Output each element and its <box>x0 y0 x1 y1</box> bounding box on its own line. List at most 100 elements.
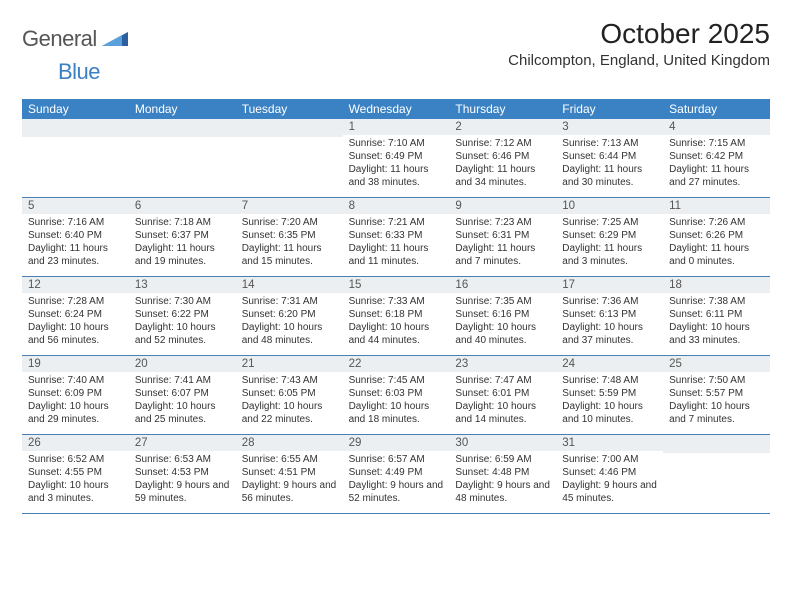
cell-body: Sunrise: 7:16 AMSunset: 6:40 PMDaylight:… <box>22 214 129 272</box>
cell-body: Sunrise: 7:38 AMSunset: 6:11 PMDaylight:… <box>663 293 770 351</box>
sunset-text: Sunset: 6:44 PM <box>562 150 657 163</box>
sunrise-text: Sunrise: 6:53 AM <box>135 453 230 466</box>
sunset-text: Sunset: 6:29 PM <box>562 229 657 242</box>
daylight-text: Daylight: 11 hours and 19 minutes. <box>135 242 230 268</box>
daylight-text: Daylight: 10 hours and 37 minutes. <box>562 321 657 347</box>
day-header-wed: Wednesday <box>343 99 450 119</box>
calendar-cell: 6Sunrise: 7:18 AMSunset: 6:37 PMDaylight… <box>129 198 236 276</box>
daylight-text: Daylight: 10 hours and 48 minutes. <box>242 321 337 347</box>
weeks-container: 1Sunrise: 7:10 AMSunset: 6:49 PMDaylight… <box>22 119 770 514</box>
cell-body: Sunrise: 7:28 AMSunset: 6:24 PMDaylight:… <box>22 293 129 351</box>
sunset-text: Sunset: 6:22 PM <box>135 308 230 321</box>
sunset-text: Sunset: 6:09 PM <box>28 387 123 400</box>
cell-body: Sunrise: 7:36 AMSunset: 6:13 PMDaylight:… <box>556 293 663 351</box>
cell-body: Sunrise: 6:53 AMSunset: 4:53 PMDaylight:… <box>129 451 236 509</box>
day-number: 23 <box>449 356 556 372</box>
daylight-text: Daylight: 10 hours and 44 minutes. <box>349 321 444 347</box>
sunset-text: Sunset: 6:26 PM <box>669 229 764 242</box>
sunset-text: Sunset: 6:13 PM <box>562 308 657 321</box>
cell-body: Sunrise: 7:45 AMSunset: 6:03 PMDaylight:… <box>343 372 450 430</box>
cell-body: Sunrise: 7:12 AMSunset: 6:46 PMDaylight:… <box>449 135 556 193</box>
day-number: 29 <box>343 435 450 451</box>
day-number: 12 <box>22 277 129 293</box>
sunrise-text: Sunrise: 7:35 AM <box>455 295 550 308</box>
daylight-text: Daylight: 10 hours and 10 minutes. <box>562 400 657 426</box>
sunrise-text: Sunrise: 6:52 AM <box>28 453 123 466</box>
sunrise-text: Sunrise: 7:36 AM <box>562 295 657 308</box>
week-row: 5Sunrise: 7:16 AMSunset: 6:40 PMDaylight… <box>22 198 770 277</box>
day-number: 28 <box>236 435 343 451</box>
sunrise-text: Sunrise: 7:12 AM <box>455 137 550 150</box>
day-number: 4 <box>663 119 770 135</box>
day-number: 30 <box>449 435 556 451</box>
day-number: 14 <box>236 277 343 293</box>
week-row: 19Sunrise: 7:40 AMSunset: 6:09 PMDayligh… <box>22 356 770 435</box>
cell-body: Sunrise: 7:13 AMSunset: 6:44 PMDaylight:… <box>556 135 663 193</box>
day-number: 6 <box>129 198 236 214</box>
cell-body: Sunrise: 6:55 AMSunset: 4:51 PMDaylight:… <box>236 451 343 509</box>
calendar-cell: 17Sunrise: 7:36 AMSunset: 6:13 PMDayligh… <box>556 277 663 355</box>
sunrise-text: Sunrise: 7:20 AM <box>242 216 337 229</box>
week-row: 12Sunrise: 7:28 AMSunset: 6:24 PMDayligh… <box>22 277 770 356</box>
day-number: 21 <box>236 356 343 372</box>
daylight-text: Daylight: 9 hours and 59 minutes. <box>135 479 230 505</box>
calendar-cell: 27Sunrise: 6:53 AMSunset: 4:53 PMDayligh… <box>129 435 236 513</box>
page: General October 2025 Chilcompton, Englan… <box>0 0 792 532</box>
day-number: 20 <box>129 356 236 372</box>
day-number: 1 <box>343 119 450 135</box>
daylight-text: Daylight: 11 hours and 27 minutes. <box>669 163 764 189</box>
daylight-text: Daylight: 11 hours and 11 minutes. <box>349 242 444 268</box>
sunrise-text: Sunrise: 6:55 AM <box>242 453 337 466</box>
sunrise-text: Sunrise: 7:48 AM <box>562 374 657 387</box>
sunset-text: Sunset: 4:46 PM <box>562 466 657 479</box>
sunset-text: Sunset: 6:46 PM <box>455 150 550 163</box>
daylight-text: Daylight: 9 hours and 52 minutes. <box>349 479 444 505</box>
day-number: 8 <box>343 198 450 214</box>
cell-body: Sunrise: 7:48 AMSunset: 5:59 PMDaylight:… <box>556 372 663 430</box>
title-block: October 2025 Chilcompton, England, Unite… <box>508 18 770 69</box>
calendar-cell: 13Sunrise: 7:30 AMSunset: 6:22 PMDayligh… <box>129 277 236 355</box>
sunrise-text: Sunrise: 7:45 AM <box>349 374 444 387</box>
sunrise-text: Sunrise: 7:13 AM <box>562 137 657 150</box>
sunrise-text: Sunrise: 7:21 AM <box>349 216 444 229</box>
calendar-cell: 16Sunrise: 7:35 AMSunset: 6:16 PMDayligh… <box>449 277 556 355</box>
day-number <box>663 435 770 453</box>
day-number <box>129 119 236 137</box>
cell-body: Sunrise: 7:26 AMSunset: 6:26 PMDaylight:… <box>663 214 770 272</box>
cell-body: Sunrise: 7:47 AMSunset: 6:01 PMDaylight:… <box>449 372 556 430</box>
sunset-text: Sunset: 6:49 PM <box>349 150 444 163</box>
sunrise-text: Sunrise: 7:40 AM <box>28 374 123 387</box>
calendar-cell: 15Sunrise: 7:33 AMSunset: 6:18 PMDayligh… <box>343 277 450 355</box>
day-header-sat: Saturday <box>663 99 770 119</box>
cell-body: Sunrise: 7:00 AMSunset: 4:46 PMDaylight:… <box>556 451 663 509</box>
daylight-text: Daylight: 10 hours and 7 minutes. <box>669 400 764 426</box>
sunset-text: Sunset: 6:20 PM <box>242 308 337 321</box>
day-header-sun: Sunday <box>22 99 129 119</box>
calendar-cell: 23Sunrise: 7:47 AMSunset: 6:01 PMDayligh… <box>449 356 556 434</box>
daylight-text: Daylight: 10 hours and 29 minutes. <box>28 400 123 426</box>
calendar-cell: 10Sunrise: 7:25 AMSunset: 6:29 PMDayligh… <box>556 198 663 276</box>
sunrise-text: Sunrise: 7:26 AM <box>669 216 764 229</box>
sunset-text: Sunset: 5:57 PM <box>669 387 764 400</box>
day-number: 22 <box>343 356 450 372</box>
sunrise-text: Sunrise: 7:43 AM <box>242 374 337 387</box>
cell-body: Sunrise: 7:41 AMSunset: 6:07 PMDaylight:… <box>129 372 236 430</box>
cell-body: Sunrise: 7:31 AMSunset: 6:20 PMDaylight:… <box>236 293 343 351</box>
cell-body: Sunrise: 7:23 AMSunset: 6:31 PMDaylight:… <box>449 214 556 272</box>
daylight-text: Daylight: 10 hours and 56 minutes. <box>28 321 123 347</box>
sunset-text: Sunset: 6:42 PM <box>669 150 764 163</box>
sunset-text: Sunset: 4:49 PM <box>349 466 444 479</box>
cell-body: Sunrise: 7:15 AMSunset: 6:42 PMDaylight:… <box>663 135 770 193</box>
sunrise-text: Sunrise: 7:00 AM <box>562 453 657 466</box>
day-number: 25 <box>663 356 770 372</box>
sunset-text: Sunset: 6:07 PM <box>135 387 230 400</box>
cell-body: Sunrise: 7:10 AMSunset: 6:49 PMDaylight:… <box>343 135 450 193</box>
daylight-text: Daylight: 11 hours and 23 minutes. <box>28 242 123 268</box>
cell-body: Sunrise: 7:43 AMSunset: 6:05 PMDaylight:… <box>236 372 343 430</box>
calendar-cell: 25Sunrise: 7:50 AMSunset: 5:57 PMDayligh… <box>663 356 770 434</box>
day-number: 18 <box>663 277 770 293</box>
day-number <box>236 119 343 137</box>
day-number: 9 <box>449 198 556 214</box>
calendar: Sunday Monday Tuesday Wednesday Thursday… <box>22 99 770 514</box>
day-number: 2 <box>449 119 556 135</box>
